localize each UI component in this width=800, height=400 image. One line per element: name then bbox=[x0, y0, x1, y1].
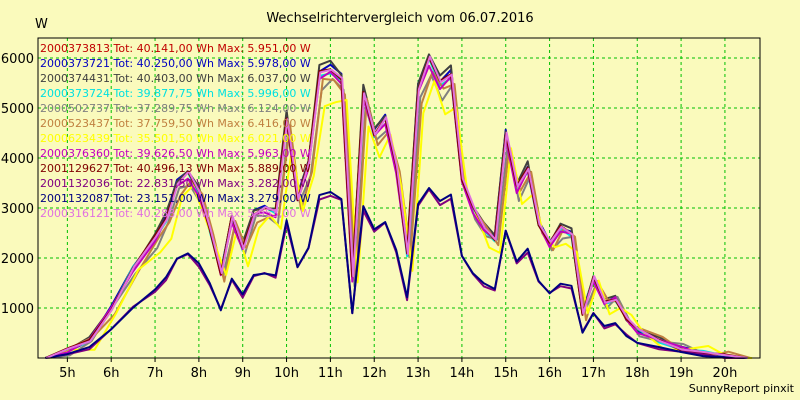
legend-total: Tot: 40.496,13 Wh bbox=[110, 162, 214, 175]
legend-serial: 2001132036 bbox=[40, 177, 110, 190]
legend: 2000373813 Tot: 40.141,00 Wh Max: 5.951,… bbox=[40, 41, 311, 221]
legend-entry: 2000623439 Tot: 35.501,50 Wh Max: 6.021,… bbox=[40, 131, 311, 146]
legend-serial: 2000373721 bbox=[40, 57, 110, 70]
credit-label: SunnyReport pinxit bbox=[688, 382, 794, 395]
x-tick-label: 6h bbox=[103, 366, 120, 381]
y-tick-label: 6000 bbox=[1, 52, 34, 67]
series-line-2000316121 bbox=[45, 55, 748, 359]
x-tick-label: 18h bbox=[625, 366, 650, 381]
series-line-2001132087 bbox=[45, 187, 747, 359]
legend-entry: 2000502737 Tot: 37.289,75 Wh Max: 6.124,… bbox=[40, 101, 311, 116]
legend-total: Tot: 40.141,00 Wh bbox=[110, 42, 214, 55]
legend-entry: 2000523437 Tot: 37.759,50 Wh Max: 6.416,… bbox=[40, 116, 311, 131]
x-tick-label: 16h bbox=[537, 366, 562, 381]
legend-total: Tot: 39.877,75 Wh bbox=[110, 87, 214, 100]
legend-entry: 2000374431 Tot: 40.403,00 Wh Max: 6.037,… bbox=[40, 71, 311, 86]
x-tick-label: 15h bbox=[493, 366, 518, 381]
legend-entry: 2000376360 Tot: 39.626,50 Wh Max: 5.963,… bbox=[40, 146, 311, 161]
y-tick-label: 4000 bbox=[1, 152, 34, 167]
chart-title: Wechselrichtervergleich vom 06.07.2016 bbox=[266, 11, 534, 26]
legend-entry: 2000373721 Tot: 40.250,00 Wh Max: 5.978,… bbox=[40, 56, 311, 71]
legend-entry: 2000373813 Tot: 40.141,00 Wh Max: 5.951,… bbox=[40, 41, 311, 56]
legend-total: Tot: 37.289,75 Wh bbox=[110, 102, 214, 115]
x-tick-label: 19h bbox=[669, 366, 694, 381]
legend-max: Max: 5.953,00 W bbox=[213, 207, 311, 220]
legend-serial: 2000373724 bbox=[40, 87, 110, 100]
legend-max: Max: 6.416,00 W bbox=[213, 117, 311, 130]
legend-serial: 2000376360 bbox=[40, 147, 110, 160]
legend-total: Tot: 39.626,50 Wh bbox=[110, 147, 214, 160]
y-tick-label: 3000 bbox=[1, 202, 34, 217]
legend-entry: 2001132036 Tot: 22.831,50 Wh Max: 3.282,… bbox=[40, 176, 311, 191]
x-tick-label: 5h bbox=[59, 366, 76, 381]
legend-total: Tot: 40.288,00 Wh bbox=[110, 207, 214, 220]
x-tick-label: 11h bbox=[318, 366, 343, 381]
legend-serial: 2001132087 bbox=[40, 192, 110, 205]
legend-max: Max: 5.889,00 W bbox=[213, 162, 311, 175]
legend-total: Tot: 35.501,50 Wh bbox=[110, 132, 214, 145]
legend-max: Max: 5.963,00 W bbox=[213, 147, 311, 160]
legend-total: Tot: 40.250,00 Wh bbox=[110, 57, 214, 70]
legend-serial: 2000374431 bbox=[40, 72, 110, 85]
legend-serial: 2000502737 bbox=[40, 102, 110, 115]
legend-max: Max: 3.282,00 W bbox=[213, 177, 311, 190]
legend-entry: 2000373724 Tot: 39.877,75 Wh Max: 5.996,… bbox=[40, 86, 311, 101]
plot-frame bbox=[37, 37, 761, 359]
legend-total: Tot: 23.151,00 Wh bbox=[110, 192, 214, 205]
legend-max: Max: 6.021,00 W bbox=[213, 132, 311, 145]
legend-entry: 2001132087 Tot: 23.151,00 Wh Max: 3.279,… bbox=[40, 191, 311, 206]
legend-serial: 2000373813 bbox=[40, 42, 110, 55]
legend-max: Max: 5.951,00 W bbox=[213, 42, 311, 55]
legend-max: Max: 6.124,00 W bbox=[213, 102, 311, 115]
legend-entry: 2001129627 Tot: 40.496,13 Wh Max: 5.889,… bbox=[40, 161, 311, 176]
x-tick-label: 7h bbox=[147, 366, 164, 381]
y-tick-label: 1000 bbox=[1, 302, 34, 317]
legend-max: Max: 5.978,00 W bbox=[213, 57, 311, 70]
x-tick-label: 13h bbox=[406, 366, 431, 381]
x-tick-label: 8h bbox=[191, 366, 208, 381]
legend-serial: 2000523437 bbox=[40, 117, 110, 130]
x-tick-label: 17h bbox=[581, 366, 606, 381]
legend-total: Tot: 40.403,00 Wh bbox=[110, 72, 214, 85]
legend-total: Tot: 22.831,50 Wh bbox=[110, 177, 214, 190]
series-line-2000623439 bbox=[50, 80, 753, 359]
legend-serial: 2000316121 bbox=[40, 207, 110, 220]
legend-max: Max: 6.037,00 W bbox=[213, 72, 311, 85]
legend-max: Max: 3.279,00 W bbox=[213, 192, 311, 205]
x-tick-label: 10h bbox=[274, 366, 299, 381]
x-tick-label: 12h bbox=[362, 366, 387, 381]
y-axis-unit: W bbox=[35, 17, 48, 32]
x-tick-label: 20h bbox=[713, 366, 738, 381]
legend-total: Tot: 37.759,50 Wh bbox=[110, 117, 214, 130]
x-tick-label: 9h bbox=[234, 366, 251, 381]
legend-max: Max: 5.996,00 W bbox=[213, 87, 311, 100]
legend-serial: 2000623439 bbox=[40, 132, 110, 145]
legend-entry: 2000316121 Tot: 40.288,00 Wh Max: 5.953,… bbox=[40, 206, 311, 221]
y-tick-label: 2000 bbox=[1, 252, 34, 267]
legend-serial: 2001129627 bbox=[40, 162, 110, 175]
x-tick-label: 14h bbox=[450, 366, 475, 381]
y-tick-label: 5000 bbox=[1, 102, 34, 117]
